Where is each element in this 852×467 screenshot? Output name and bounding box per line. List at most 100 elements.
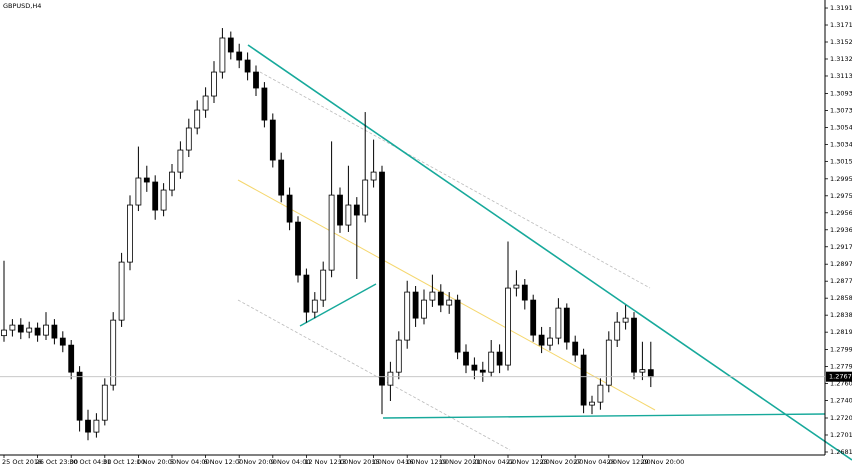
y-tick-label: 1.27600	[830, 380, 852, 388]
candle-body	[362, 179, 369, 216]
y-tick-label: 1.31910	[830, 4, 852, 12]
candle-body	[337, 194, 343, 226]
channel-upper	[259, 71, 651, 289]
x-tick-label: 31 Oct 12:00	[103, 458, 145, 466]
y-tick-label: 1.31715	[830, 21, 852, 29]
x-tick-label: 28 Nov 12:00	[607, 458, 651, 466]
candle-body	[320, 269, 327, 301]
y-tick-label: 1.31130	[830, 72, 852, 80]
candle-body	[379, 171, 385, 386]
candle-body	[471, 364, 478, 371]
candle-body	[227, 37, 234, 53]
candle-body	[563, 307, 570, 343]
x-tick-label: 25 Oct 2018	[2, 458, 42, 466]
trendline	[299, 283, 377, 327]
y-tick-label: 1.28580	[830, 294, 852, 302]
candle-body	[253, 71, 259, 89]
candle-body	[143, 177, 150, 183]
x-tick-label: 30 Oct 04:00	[69, 458, 111, 466]
candle-body	[135, 177, 142, 206]
x-tick-label: 7 Nov 20:00	[237, 458, 277, 466]
y-tick-label: 1.30345	[830, 140, 852, 148]
y-tick-label: 1.29755	[830, 192, 852, 200]
candle-body	[639, 369, 646, 373]
y-tick-label: 1.30930	[830, 89, 852, 97]
candle-body	[295, 221, 301, 276]
candle-body	[429, 291, 436, 301]
x-tick-label: 21 Nov 04:00	[472, 458, 516, 466]
candle-body	[589, 401, 595, 406]
candle-body	[328, 194, 335, 271]
candle-body	[202, 95, 209, 111]
trendline	[247, 44, 852, 461]
candle-body	[605, 339, 612, 386]
x-tick-label: 29 Nov 20:00	[640, 458, 684, 466]
candle-body	[496, 351, 503, 366]
candle-body	[93, 419, 100, 433]
chart-title: GBPUSD,H4	[3, 2, 41, 10]
x-tick-label: 1 Nov 20:00	[136, 458, 176, 466]
x-tick-label: 12 Nov 12:00	[304, 458, 348, 466]
candle-body	[547, 337, 553, 346]
support-line	[382, 413, 826, 419]
last-price-label: 1.27679	[829, 373, 852, 381]
candle-body	[404, 291, 411, 341]
candle-body	[26, 327, 33, 333]
y-tick-label: 1.27205	[830, 414, 852, 422]
candle-body	[269, 119, 276, 161]
candle-body	[1, 329, 7, 337]
y-tick-label: 1.28190	[830, 328, 852, 336]
candle-body	[110, 319, 117, 386]
y-tick-label: 1.30540	[830, 123, 852, 131]
candle-body	[597, 384, 604, 403]
x-tick-label: 19 Nov 20:00	[439, 458, 483, 466]
candle-body	[538, 334, 545, 346]
y-tick-label: 1.26815	[830, 448, 852, 456]
candle-body	[647, 369, 654, 378]
candle-body	[278, 159, 285, 196]
candle-body	[17, 324, 24, 333]
candle-body	[244, 59, 251, 73]
x-tick-label: 22 Nov 12:00	[506, 458, 550, 466]
candle-body	[68, 344, 75, 373]
candle-body	[572, 341, 579, 356]
candle-body	[43, 324, 49, 336]
candle-body	[219, 37, 226, 73]
candle-body	[303, 274, 310, 313]
x-tick-label: 16 Nov 12:00	[405, 458, 449, 466]
candle-body	[437, 291, 444, 306]
candle-body	[387, 371, 394, 386]
candle-body	[580, 354, 587, 406]
candle-body	[631, 317, 637, 373]
x-tick-label: 9 Nov 04:00	[271, 458, 311, 466]
candle-body	[9, 324, 16, 331]
candle-body	[286, 194, 293, 223]
candle-body	[118, 261, 125, 321]
y-tick-label: 1.29950	[830, 175, 852, 183]
candle-body	[152, 181, 159, 211]
candle-body	[479, 369, 486, 373]
y-tick-label: 1.30735	[830, 106, 852, 114]
y-tick-label: 1.29365	[830, 226, 852, 234]
y-tick-label: 1.27010	[830, 431, 852, 439]
candle-body	[622, 317, 629, 323]
y-tick-label: 1.27990	[830, 346, 852, 354]
candle-body	[185, 127, 192, 151]
candle-body	[177, 149, 184, 173]
candle-body	[412, 291, 419, 319]
x-tick-label: 13 Nov 20:00	[338, 458, 382, 466]
candle-body	[211, 71, 217, 97]
y-tick-label: 1.28775	[830, 277, 852, 285]
candle-body	[446, 299, 453, 306]
candle-body	[51, 324, 58, 339]
candle-body	[345, 204, 352, 226]
candle-body	[421, 299, 427, 319]
candle-body	[34, 327, 41, 336]
y-tick-label: 1.28970	[830, 260, 852, 268]
candle-body	[521, 284, 528, 301]
candle-body	[454, 299, 461, 353]
candle-body	[169, 171, 175, 191]
channel-lower	[237, 299, 511, 451]
y-tick-label: 1.27405	[830, 397, 852, 405]
